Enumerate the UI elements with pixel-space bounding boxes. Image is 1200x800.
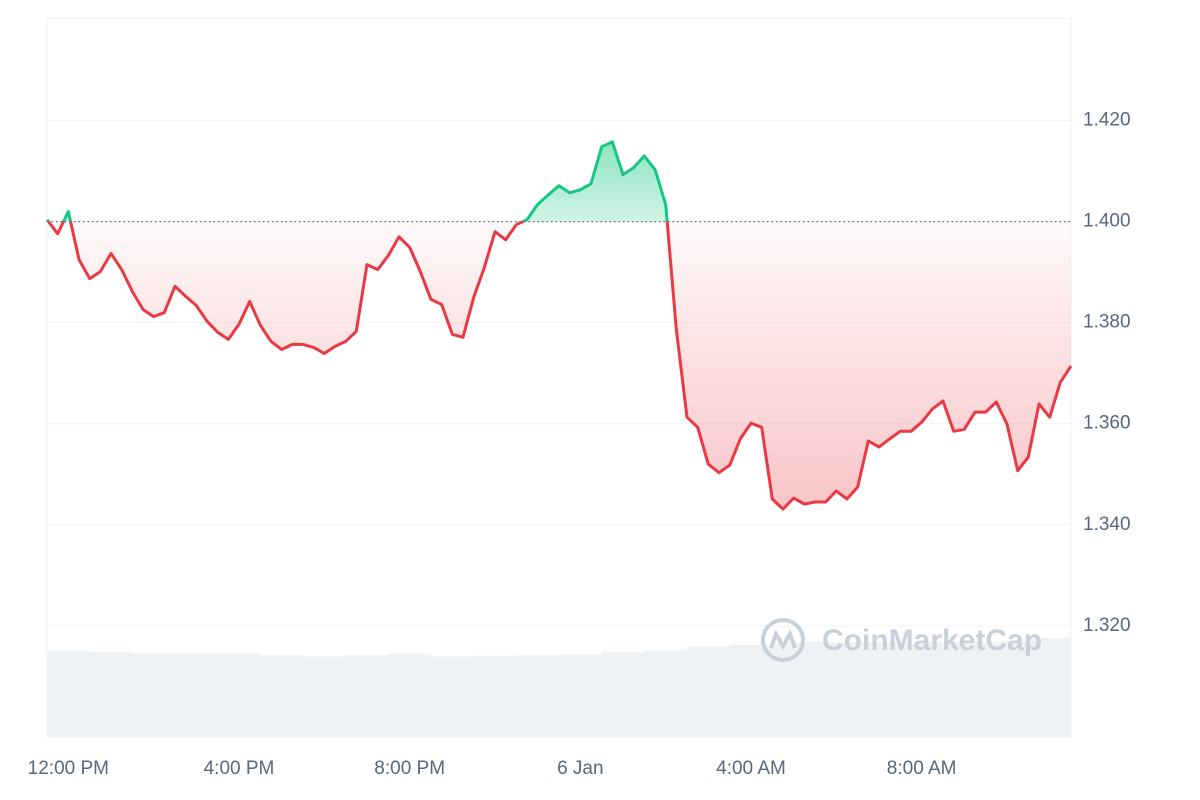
volume-bar [644,650,688,737]
volume-bar [900,642,944,737]
y-tick-label: 1.320 [1083,615,1131,636]
x-tick-label: 8:00 PM [374,758,445,779]
plot-frame [46,17,1072,738]
volume-bar [260,655,304,737]
plot-layer [45,140,1073,511]
volume-bar [601,652,645,737]
x-tick-label: 12:00 PM [28,758,109,779]
volume-bar [943,642,986,737]
y-tick-label: 1.420 [1083,110,1131,131]
y-tick-label: 1.400 [1083,211,1131,232]
price-line [45,140,1073,511]
y-tick-label: 1.380 [1083,312,1131,333]
x-tick-label: 8:00 AM [887,758,957,779]
volume-bar [473,655,517,737]
volume-bar [687,646,730,737]
volume-bar [431,656,474,737]
volume-bar [47,650,90,737]
volume-bar [815,642,858,737]
volume-bar [729,644,773,737]
volume-bar [303,656,346,737]
volume-bar [1028,637,1072,737]
watermark: CoinMarketCap [761,618,1042,662]
volume-bar [217,653,261,737]
volume-bar [388,653,432,737]
watermark-text: CoinMarketCap [822,624,1042,657]
volume-bar [985,641,1029,737]
volume-bar [175,653,218,737]
y-tick-label: 1.360 [1083,413,1131,434]
volume-bar [516,655,560,737]
x-tick-label: 4:00 AM [716,758,786,779]
volume-bar [345,655,389,737]
x-tick-label: 6 Jan [557,758,603,779]
y-tick-label: 1.340 [1083,514,1131,535]
volume-bar [89,652,133,737]
watermark-logo [761,618,805,662]
volume-bar [559,654,602,737]
watermark-logo-m [769,629,797,650]
volume-layer [47,637,1072,737]
x-tick-label: 4:00 PM [204,758,275,779]
area-fill [47,141,1071,510]
volume-bar [857,642,901,737]
volume-bar [132,653,176,737]
